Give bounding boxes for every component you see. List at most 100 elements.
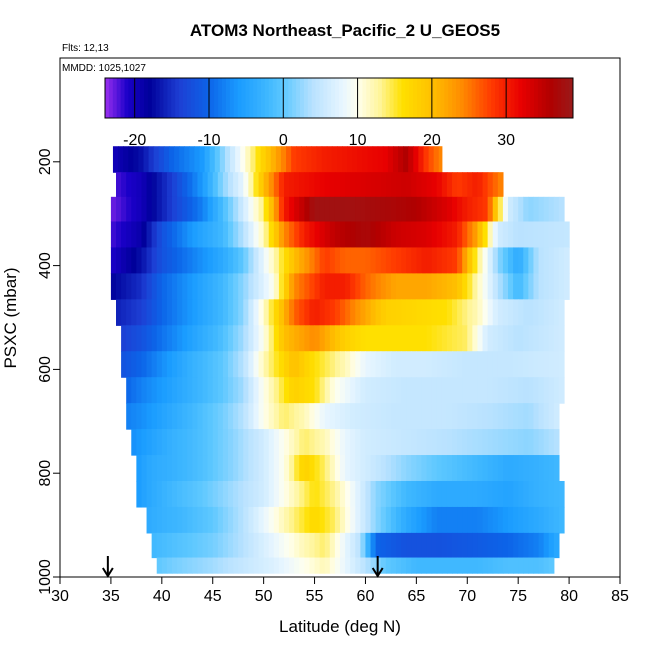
heatmap-cell	[192, 299, 199, 326]
heatmap-cell	[273, 429, 280, 456]
heatmap-cell	[487, 403, 494, 430]
colorbar-segment	[108, 78, 114, 118]
heatmap-cell	[375, 247, 382, 274]
heatmap-cell	[380, 429, 387, 456]
heatmap-cell	[197, 455, 204, 482]
heatmap-cell	[441, 299, 448, 326]
heatmap-cell	[163, 146, 170, 173]
heatmap-cell	[222, 172, 229, 198]
heatmap-cell	[508, 247, 514, 274]
heatmap-cell	[345, 557, 351, 574]
heatmap-cell	[217, 196, 224, 223]
colorbar-segment	[147, 78, 153, 118]
heatmap-cell	[136, 403, 143, 430]
heatmap-cell	[235, 146, 241, 173]
heatmap-cell	[187, 429, 193, 456]
heatmap-cell	[441, 455, 448, 482]
heatmap-cell	[166, 273, 173, 300]
heatmap-cell	[222, 325, 229, 352]
heatmap-cell	[487, 557, 494, 574]
heatmap-cell	[121, 172, 127, 198]
heatmap-cell	[482, 557, 489, 574]
heatmap-cell	[230, 146, 236, 173]
heatmap-cell	[380, 247, 387, 274]
heatmap-cell	[385, 273, 392, 300]
heatmap-cell	[319, 506, 326, 534]
heatmap-cell	[558, 196, 565, 223]
heatmap-cell	[299, 247, 305, 274]
colorbar-segment	[545, 78, 551, 118]
heatmap-cell	[457, 221, 463, 249]
heatmap-cell	[502, 532, 509, 559]
heatmap-cell	[421, 455, 428, 482]
heatmap-cell	[446, 196, 453, 223]
colorbar-segment	[245, 78, 250, 118]
heatmap-cell	[502, 480, 509, 508]
heatmap-cell	[329, 532, 336, 559]
heatmap-cell	[331, 146, 338, 173]
heatmap-cell	[228, 506, 234, 534]
heatmap-cell	[513, 325, 519, 352]
heatmap-cell	[446, 221, 453, 249]
heatmap-cell	[329, 557, 336, 574]
heatmap-cell	[487, 377, 494, 404]
heatmap-cell	[151, 351, 158, 378]
heatmap-cell	[390, 299, 397, 326]
heatmap-cell	[502, 221, 509, 249]
plot-frame	[59, 57, 621, 578]
heatmap-cell	[182, 455, 188, 482]
heatmap-cell	[228, 325, 234, 352]
heatmap-cell	[462, 455, 468, 482]
heatmap-cell	[258, 532, 265, 559]
heatmap-cell	[497, 532, 504, 559]
heatmap-cell	[243, 480, 249, 508]
heatmap-cell	[166, 480, 173, 508]
heatmap-cell	[518, 455, 524, 482]
heatmap-cell	[202, 480, 209, 508]
heatmap-cell	[360, 403, 367, 430]
heatmap-cells	[110, 146, 570, 574]
heatmap-cell	[482, 403, 489, 430]
heatmap-cell	[482, 480, 489, 508]
heatmap-cell	[513, 351, 519, 378]
heatmap-cell	[518, 429, 524, 456]
heatmap-cell	[452, 557, 458, 574]
colorbar-segment	[218, 78, 223, 118]
heatmap-cell	[340, 221, 346, 249]
heatmap-cell	[182, 273, 188, 300]
heatmap-cell	[238, 532, 244, 559]
heatmap-cell	[406, 403, 412, 430]
heatmap-cell	[553, 273, 560, 300]
heatmap-cell	[273, 172, 280, 198]
heatmap-cell	[482, 351, 489, 378]
heatmap-cell	[492, 172, 499, 198]
heatmap-cell	[477, 221, 484, 249]
heatmap-cell	[248, 221, 255, 249]
heatmap-cell	[240, 146, 246, 173]
colorbar-segment	[534, 78, 539, 118]
heatmap-cell	[222, 557, 229, 574]
heatmap-cell	[187, 325, 193, 352]
heatmap-cell	[228, 429, 234, 456]
heatmap-cell	[243, 299, 249, 326]
heatmap-cell	[121, 351, 127, 378]
heatmap-cell	[401, 299, 407, 326]
heatmap-cell	[370, 532, 377, 559]
heatmap-cell	[146, 351, 153, 378]
heatmap-cell	[278, 480, 285, 508]
heatmap-cell	[299, 221, 305, 249]
heatmap-cell	[426, 455, 433, 482]
heatmap-cell	[548, 532, 555, 559]
heatmap-cell	[187, 273, 193, 300]
x-tick-label: 70	[458, 588, 476, 605]
heatmap-cell	[360, 557, 367, 574]
heatmap-cell	[340, 455, 346, 482]
heatmap-cell	[457, 506, 463, 534]
heatmap-cell	[238, 299, 244, 326]
heatmap-cell	[528, 351, 535, 378]
heatmap-cell	[243, 455, 249, 482]
heatmap-cell	[411, 273, 417, 300]
heatmap-cell	[457, 480, 463, 508]
heatmap-cell	[350, 351, 356, 378]
heatmap-cell	[273, 532, 280, 559]
